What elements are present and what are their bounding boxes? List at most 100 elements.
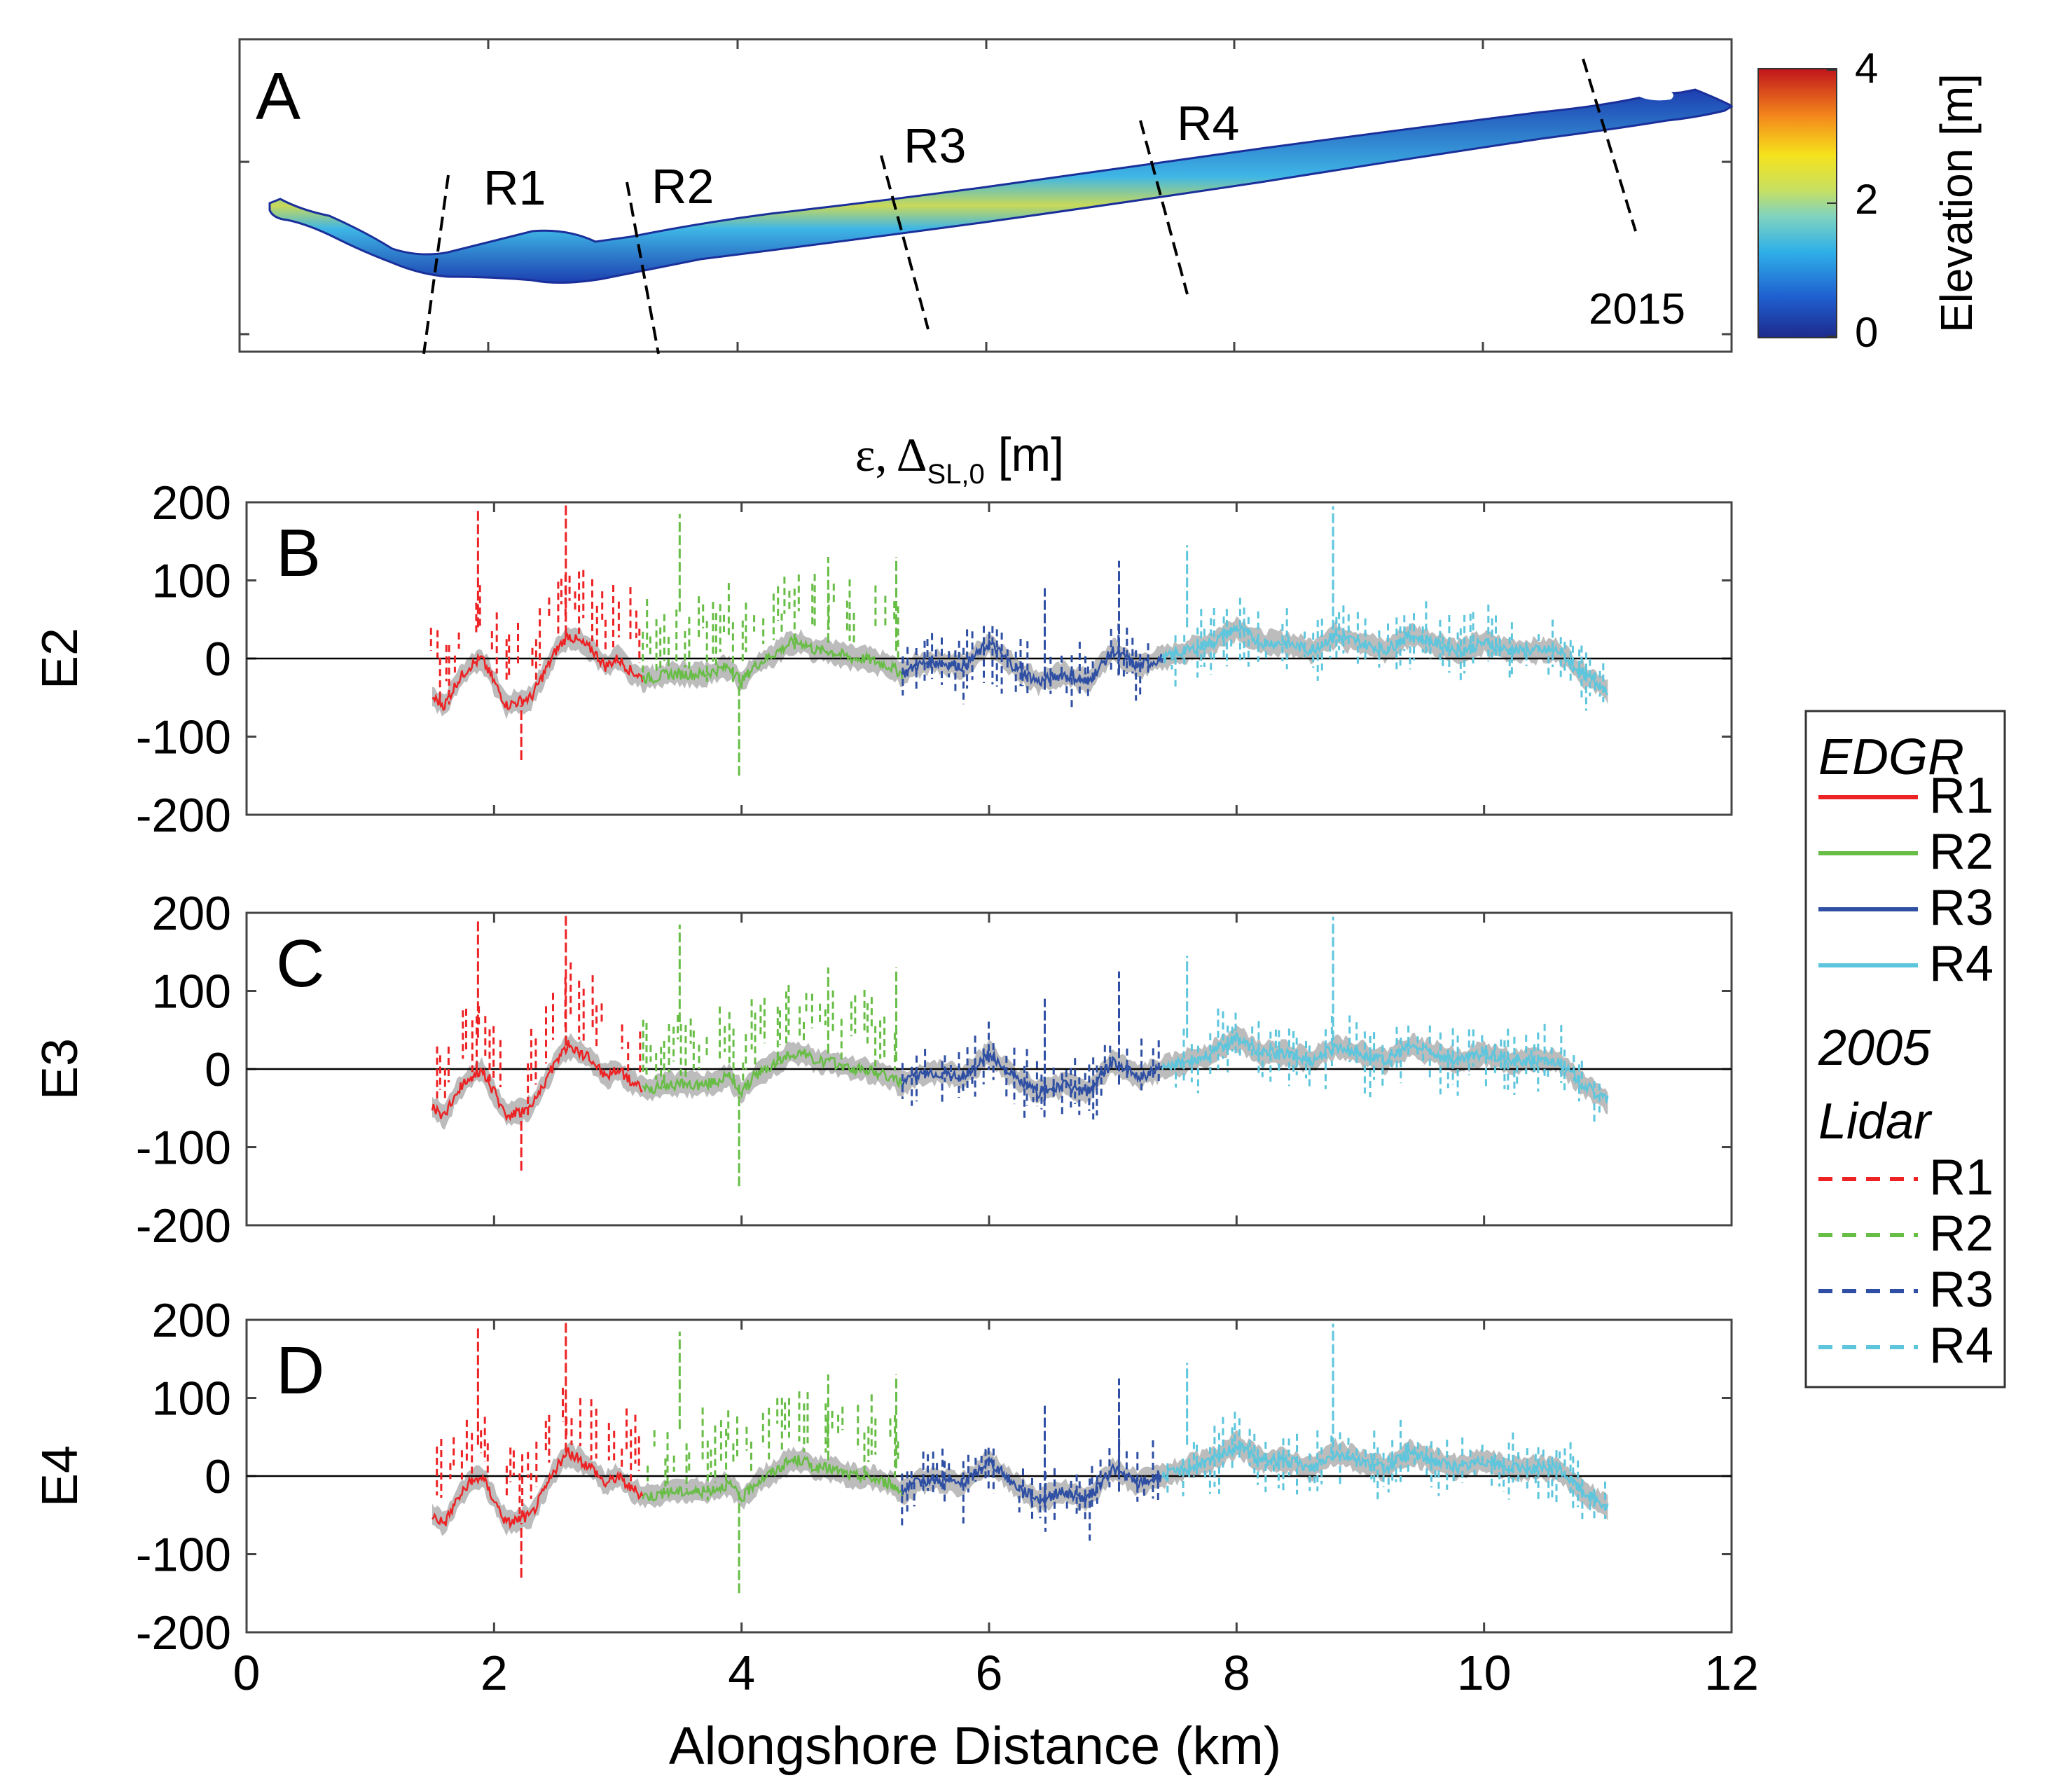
common-y-label-main: ε, Δ	[855, 428, 927, 481]
legend-box	[1804, 710, 2006, 1388]
lidar-dash-set	[642, 985, 896, 1089]
edgr-line-r2	[642, 1455, 904, 1503]
lidar-marks-r2	[647, 1391, 899, 1501]
lidar-marks-r3	[901, 1021, 1160, 1121]
panel-data	[247, 502, 1732, 776]
colorbar	[1757, 68, 1837, 338]
y-tick-label: -200	[136, 1199, 231, 1253]
y-tick-label: 100	[152, 965, 231, 1019]
x-tick-labels: 0 2 4 6 8 10 12	[233, 1646, 1759, 1700]
panel-data	[247, 913, 1732, 1187]
panel-ylabel: E2	[32, 628, 88, 689]
panel-ylabel: E4	[32, 1445, 88, 1507]
panel-letter-b: B	[276, 516, 321, 591]
y-tick-label: 0	[205, 1043, 231, 1096]
lidar-marks-r4	[1170, 598, 1605, 711]
edgr-line-r2	[642, 1048, 904, 1099]
edgr-line-r1	[431, 1447, 644, 1530]
region-boundaries	[422, 58, 1637, 354]
y-tick-label: -200	[136, 1606, 231, 1660]
legend-label-edgr-r3: R3	[1929, 880, 1994, 936]
edgr-line-r1	[431, 1040, 643, 1122]
colorbar-label: Elevation [m]	[1931, 74, 1982, 333]
uncertainty-band	[432, 1025, 1608, 1130]
y-tick-label: 200	[152, 887, 231, 940]
legend-label-lidar-r3: R3	[1929, 1262, 1994, 1318]
panel-b: 200 100 0 -100 -200 B E2	[32, 476, 1733, 842]
lidar-marks-r4	[1175, 1008, 1601, 1123]
lidar-dash-set	[1170, 598, 1605, 711]
lidar-marks-r3	[901, 1438, 1159, 1541]
edgr-line-r4	[1161, 1441, 1609, 1510]
panel-letter-d: D	[276, 1333, 324, 1408]
x-axis-label: Alongshore Distance (km)	[669, 1716, 1281, 1776]
lidar-marks-r2	[642, 574, 899, 682]
y-tick-label: 0	[205, 1450, 231, 1503]
legend-label-lidar-r1: R1	[1929, 1150, 1994, 1206]
legend-header-lidar: Lidar	[1818, 1094, 1933, 1150]
map-region-label-r1: R1	[483, 160, 546, 215]
panel-data	[247, 1320, 1732, 1594]
colorbar-tick-label: 0	[1855, 309, 1878, 356]
y-tick-label: 200	[152, 1294, 231, 1347]
lidar-dash-set	[901, 1021, 1160, 1121]
edgr-line-r2	[642, 635, 904, 691]
x-tick-label: 6	[976, 1646, 1003, 1700]
y-tick-label: -200	[136, 789, 231, 842]
lidar-dash-set	[429, 570, 641, 705]
legend-header-edgr: EDGR	[1818, 729, 1964, 785]
lidar-dash-set	[1175, 1008, 1601, 1123]
colorbar-ticks: 4 2 0	[1827, 45, 1878, 356]
lidar-dash-set	[436, 1388, 640, 1522]
lidar-marks-r4	[1166, 1412, 1606, 1519]
y-tick-label: 100	[152, 555, 231, 608]
x-tick-label: 4	[728, 1646, 755, 1700]
y-tick-label: -100	[136, 711, 231, 764]
lidar-marks-r1	[436, 1388, 640, 1522]
common-y-label-sub: SL,0	[927, 459, 984, 490]
edgr-line-r1	[431, 632, 644, 712]
edgr-line-r4	[1161, 1032, 1609, 1103]
map-region-labels: R1 R2 R3 R4	[483, 96, 1239, 215]
x-tick-label: 0	[233, 1646, 261, 1700]
uncertainty-band	[432, 1430, 1608, 1536]
legend-label-lidar-r2: R2	[1929, 1206, 1994, 1262]
x-tick-label: 10	[1457, 1646, 1512, 1700]
edgr-line-r4	[1161, 623, 1609, 696]
panel-ylabel: E3	[32, 1038, 88, 1100]
chart-panels: 2001000-100-200BE22001000-100-200CE32001…	[32, 476, 1759, 1700]
panel-d: 200 100 0 -100 -200 D E4	[32, 1294, 1733, 1660]
lidar-marks-r1	[429, 570, 641, 705]
common-y-label: ε, ΔSL,0 [m]	[855, 428, 1064, 490]
map-region-label-r2: R2	[651, 159, 714, 214]
map-year: 2015	[1589, 285, 1685, 333]
lidar-marks-r2	[642, 985, 896, 1089]
legend-label-lidar-r4: R4	[1929, 1318, 1994, 1374]
legend-label-edgr-r1: R1	[1929, 768, 1994, 824]
y-tick-label: 0	[205, 633, 231, 686]
map-region-label-r4: R4	[1177, 96, 1239, 151]
map-region-label-r3: R3	[904, 118, 966, 173]
map-ticks	[240, 39, 1732, 352]
legend-label-edgr-r4: R4	[1929, 936, 1994, 992]
lidar-dash-set	[647, 1391, 899, 1501]
common-y-label-unit: [m]	[985, 428, 1064, 481]
legend-label-edgr-r2: R2	[1929, 824, 1994, 880]
x-tick-label: 8	[1223, 1646, 1250, 1700]
panel-c: 200 100 0 -100 -200 C E3	[32, 887, 1733, 1253]
colorbar-tick-label: 2	[1855, 176, 1878, 223]
island-inlet	[1639, 90, 1673, 101]
x-tick-label: 2	[481, 1646, 508, 1700]
lidar-dash-set	[1166, 1412, 1606, 1519]
panel-letter-a: A	[256, 59, 301, 134]
lidar-marks-r3	[902, 623, 1149, 710]
y-tick-label: 200	[152, 476, 231, 530]
barrier-island	[268, 88, 1734, 284]
map-panel: A R1 R2 R3 R4 2015 4 2 0 Elevation [m]	[238, 38, 1982, 356]
lidar-dash-set	[642, 574, 899, 682]
y-tick-label: -100	[136, 1529, 231, 1582]
panel-letter-c: C	[276, 926, 324, 1001]
colorbar-tick-label: 4	[1855, 45, 1878, 92]
